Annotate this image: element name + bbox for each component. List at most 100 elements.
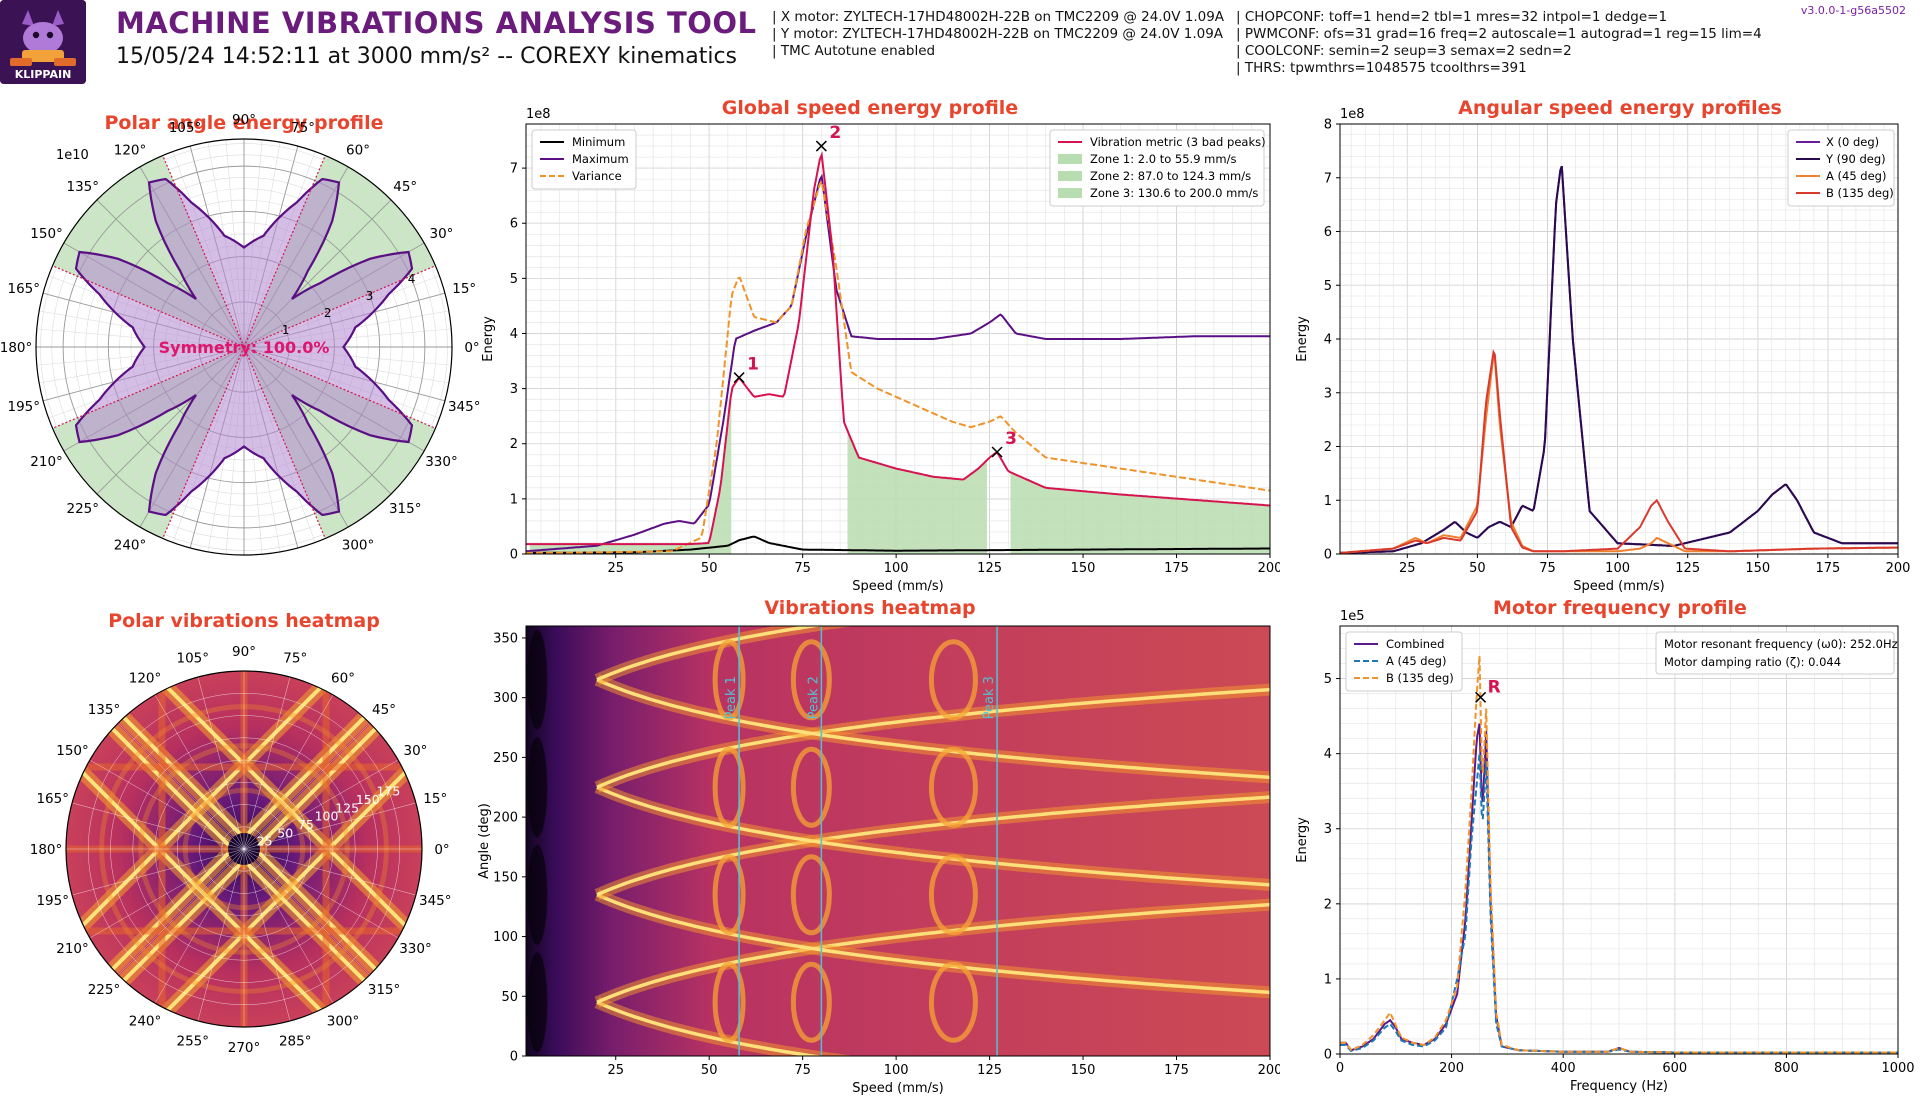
- legend-box: [531, 129, 637, 190]
- angle-label: 135°: [67, 179, 100, 195]
- heat-arc: [928, 746, 978, 828]
- chart-title: Vibrations heatmap: [764, 597, 975, 619]
- legend-entry: A (45 deg): [1386, 654, 1446, 668]
- legend-entry: Vibration metric (3 bad peaks): [1090, 135, 1266, 149]
- legend-entry: A (45 deg): [1826, 169, 1886, 183]
- angle-label: 330°: [425, 454, 458, 470]
- heat-arc: [790, 961, 832, 1043]
- x-tick-label: 150: [1071, 561, 1096, 576]
- y-tick-label: 1: [1324, 494, 1332, 509]
- y-tick-label: 150: [493, 870, 518, 885]
- radial-tick: 150: [356, 792, 380, 807]
- angle-label: 165°: [8, 281, 41, 297]
- zone-boundary: [243, 155, 326, 348]
- damping-ratio-text: Motor damping ratio (ζ): 0.044: [1664, 655, 1841, 669]
- x-tick-label: 600: [1662, 1061, 1687, 1076]
- y-tick-label: 4: [510, 327, 518, 342]
- heat-arc: [928, 854, 978, 936]
- heat-band-core: [596, 1000, 824, 1056]
- zone-boundary: [52, 265, 245, 348]
- zone-boundary: [52, 346, 245, 429]
- angle-label: 75°: [283, 651, 307, 667]
- y-tick-label: 50: [501, 990, 518, 1005]
- zone-boundary: [243, 265, 436, 348]
- radial-tick: 125: [335, 800, 359, 815]
- radial-tick: 50: [277, 825, 293, 840]
- scale-label: 1e10: [56, 148, 89, 163]
- x-axis-label: Speed (mm/s): [1573, 579, 1665, 594]
- heat-band-core: [596, 785, 1270, 887]
- zone-fill: [847, 430, 987, 554]
- legend-swatch: [1058, 188, 1082, 198]
- legend-entry: Combined: [1386, 637, 1444, 651]
- x-tick-label: 200: [1258, 1063, 1280, 1078]
- radial-tick: 25: [257, 834, 273, 849]
- x-tick-label: 50: [701, 1063, 718, 1078]
- x-tick-label: 1000: [1881, 1061, 1914, 1076]
- chart-title: Angular speed energy profiles: [1458, 97, 1782, 119]
- polar-frame: [35, 138, 453, 556]
- axes-frame: [525, 625, 1271, 1057]
- x-tick-label: 200: [1439, 1061, 1464, 1076]
- angle-label: 330°: [399, 941, 432, 957]
- axes-frame: [525, 123, 1271, 555]
- angle-label: 225°: [67, 501, 100, 517]
- series-line: [1339, 349, 1898, 554]
- y-tick-label: 1: [1324, 972, 1332, 987]
- y-scale-label: 1e5: [1340, 609, 1365, 624]
- legend-box: [1345, 631, 1463, 692]
- angle-label: 210°: [30, 454, 63, 470]
- polar-ring: [199, 804, 289, 894]
- x-tick-label: 175: [1164, 561, 1189, 576]
- tmc-info-line: | THRS: tpwmthrs=1048575 tcoolthrs=391: [1236, 60, 1527, 76]
- x-tick-label: 800: [1774, 1061, 1799, 1076]
- angle-label: 195°: [8, 399, 41, 415]
- peak-label: 3: [1005, 429, 1017, 449]
- heat-dark-spot: [527, 737, 548, 838]
- axes-frame: [1339, 625, 1899, 1055]
- vibrations-heatmap-chart: Vibrations heatmap Peak 1 Peak 2 Peak 3 25 50…: [477, 597, 1280, 1096]
- y-tick-label: 6: [1324, 225, 1332, 240]
- angle-label: 105°: [169, 120, 202, 136]
- angle-label: 60°: [331, 671, 355, 687]
- angle-label: 90°: [232, 644, 256, 660]
- y-tick-label: 0: [510, 1050, 518, 1065]
- y-tick-label: 8: [1324, 118, 1332, 133]
- angle-label: 240°: [114, 537, 147, 553]
- zone-boundary: [162, 346, 245, 539]
- x-tick-label: 150: [1745, 561, 1770, 576]
- heat-dark-spot: [527, 844, 548, 945]
- x-tick-label: 200: [1258, 561, 1280, 576]
- motor-frequency-chart: Motor frequency profile R 0 200 400 600 800 100…: [1295, 597, 1915, 1094]
- heat-band-core: [596, 795, 1270, 897]
- angle-label: 300°: [342, 537, 375, 553]
- y-tick-label: 100: [493, 930, 518, 945]
- heatmap-bands: [527, 626, 1270, 1056]
- info-box: [1655, 631, 1895, 675]
- motor-info-line: | Y motor: ZYLTECH-17HD48002H-22B on TMC…: [772, 26, 1224, 42]
- y-tick-label: 7: [1324, 171, 1332, 186]
- polar-energy-chart: Polar angle energy profile 0° 15° 30° 45° 60°…: [0, 112, 480, 562]
- motor-info-line: | TMC Autotune enabled: [772, 43, 936, 59]
- legend-entry: Y (90 deg): [1825, 152, 1886, 166]
- y-tick-label: 0: [1324, 548, 1332, 563]
- x-tick-label: 0: [1336, 1061, 1344, 1076]
- angle-label: 300°: [327, 1013, 360, 1029]
- y-scale-label: 1e8: [1340, 107, 1365, 122]
- radial-tick: 4: [408, 272, 416, 286]
- y-tick-label: 200: [493, 811, 518, 826]
- motor-info-line: | X motor: ZYLTECH-17HD48002H-22B on TMC…: [772, 9, 1225, 25]
- y-axis-label: Angle (deg): [477, 803, 492, 879]
- angle-label: 285°: [287, 560, 320, 562]
- angle-label: 0°: [434, 842, 449, 858]
- heat-arc: [712, 961, 746, 1043]
- y-tick-label: 7: [510, 162, 518, 177]
- angle-label: 90°: [232, 112, 256, 128]
- peak-marker: [733, 372, 745, 384]
- angle-label: 345°: [419, 893, 452, 909]
- peak-marker: [815, 140, 827, 152]
- polar-heatmap-chart: Polar vibrations heatmap 0° 15° 30° 45° 60° 75…: [30, 610, 452, 1056]
- angle-label: 195°: [36, 893, 69, 909]
- y-axis-label: Energy: [1295, 316, 1310, 362]
